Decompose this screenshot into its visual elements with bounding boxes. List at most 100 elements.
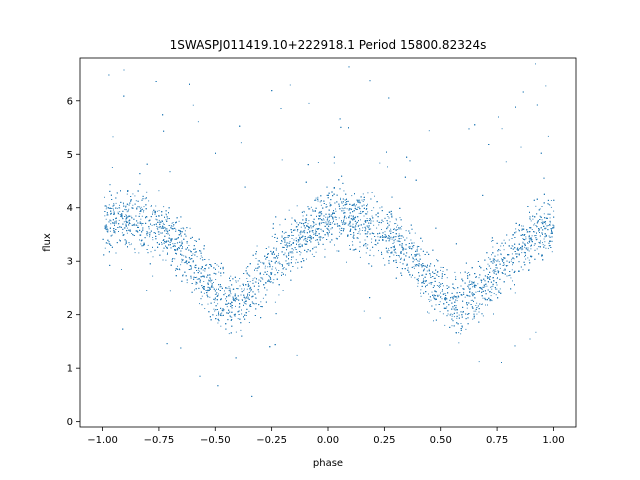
data-point: [165, 219, 167, 221]
data-point: [296, 354, 298, 356]
data-point: [235, 280, 237, 282]
data-point: [323, 237, 325, 238]
data-point: [235, 281, 237, 283]
data-point: [387, 166, 388, 168]
data-point: [545, 85, 547, 87]
data-point: [281, 236, 283, 238]
data-point: [154, 213, 156, 215]
data-point: [276, 257, 278, 259]
data-point: [329, 204, 331, 205]
data-point: [213, 308, 215, 310]
data-point: [303, 211, 305, 213]
data-point: [269, 265, 271, 267]
data-point: [278, 254, 279, 256]
data-point: [489, 277, 490, 279]
data-point: [275, 247, 277, 249]
data-point: [268, 275, 270, 277]
data-point: [315, 229, 316, 231]
data-point: [264, 265, 266, 267]
data-point: [397, 224, 399, 226]
data-point: [541, 219, 543, 221]
data-point: [400, 228, 402, 230]
data-point: [249, 281, 251, 283]
data-point: [139, 208, 141, 210]
data-point: [382, 221, 384, 222]
data-point: [255, 281, 257, 283]
data-point: [460, 333, 462, 335]
data-point: [277, 256, 279, 258]
data-point: [200, 250, 202, 252]
data-point: [327, 228, 329, 230]
data-point: [331, 215, 333, 217]
data-point: [105, 218, 107, 220]
data-point: [511, 258, 513, 260]
data-point: [215, 279, 217, 280]
data-point: [353, 205, 355, 207]
data-point: [398, 233, 400, 235]
data-point: [466, 307, 468, 309]
data-point: [172, 243, 174, 245]
data-point: [269, 276, 271, 278]
data-point: [414, 277, 416, 279]
data-point: [438, 294, 440, 296]
data-point: [183, 228, 185, 230]
data-point: [422, 279, 424, 281]
y-tick-label: 0: [67, 417, 73, 428]
data-point: [550, 206, 552, 208]
data-point: [143, 206, 145, 208]
data-point: [428, 293, 429, 295]
axes-frame: [79, 57, 577, 428]
data-point: [495, 267, 497, 269]
data-point: [406, 237, 408, 239]
data-point: [315, 251, 317, 253]
data-point: [246, 278, 248, 279]
data-point: [353, 236, 354, 238]
data-point: [150, 251, 152, 253]
data-point: [284, 252, 286, 254]
data-point: [289, 241, 291, 243]
data-point: [511, 245, 513, 247]
data-point: [216, 264, 218, 266]
data-point: [393, 254, 395, 256]
data-point: [535, 205, 537, 207]
data-point: [207, 289, 209, 291]
data-point: [475, 310, 477, 312]
y-tick-label: 3: [67, 257, 73, 268]
data-point: [348, 223, 350, 225]
data-point: [149, 236, 151, 238]
data-point: [330, 222, 332, 224]
data-point: [535, 63, 536, 65]
data-point: [194, 289, 195, 291]
data-point: [358, 212, 360, 214]
data-point: [431, 291, 433, 293]
data-point: [460, 323, 462, 324]
data-point: [363, 215, 365, 217]
data-point: [367, 244, 369, 246]
data-point: [271, 235, 273, 237]
data-point: [121, 232, 123, 234]
data-point: [163, 242, 165, 244]
data-point: [424, 280, 426, 282]
data-point: [521, 248, 523, 250]
data-point: [468, 281, 470, 283]
data-point: [405, 230, 407, 232]
data-point: [408, 246, 410, 248]
data-point: [433, 296, 435, 298]
data-point: [373, 224, 375, 226]
x-tick-label: 0.75: [486, 435, 508, 446]
data-point: [416, 260, 418, 262]
data-point: [335, 237, 337, 239]
data-point: [236, 288, 238, 289]
data-point: [547, 247, 549, 249]
data-point: [410, 276, 412, 278]
data-point: [209, 296, 211, 298]
data-point: [161, 232, 163, 234]
data-point: [360, 219, 361, 221]
data-point: [399, 261, 401, 263]
data-point: [320, 204, 322, 206]
data-point: [435, 304, 437, 306]
data-point: [298, 234, 300, 236]
data-point: [528, 234, 530, 236]
